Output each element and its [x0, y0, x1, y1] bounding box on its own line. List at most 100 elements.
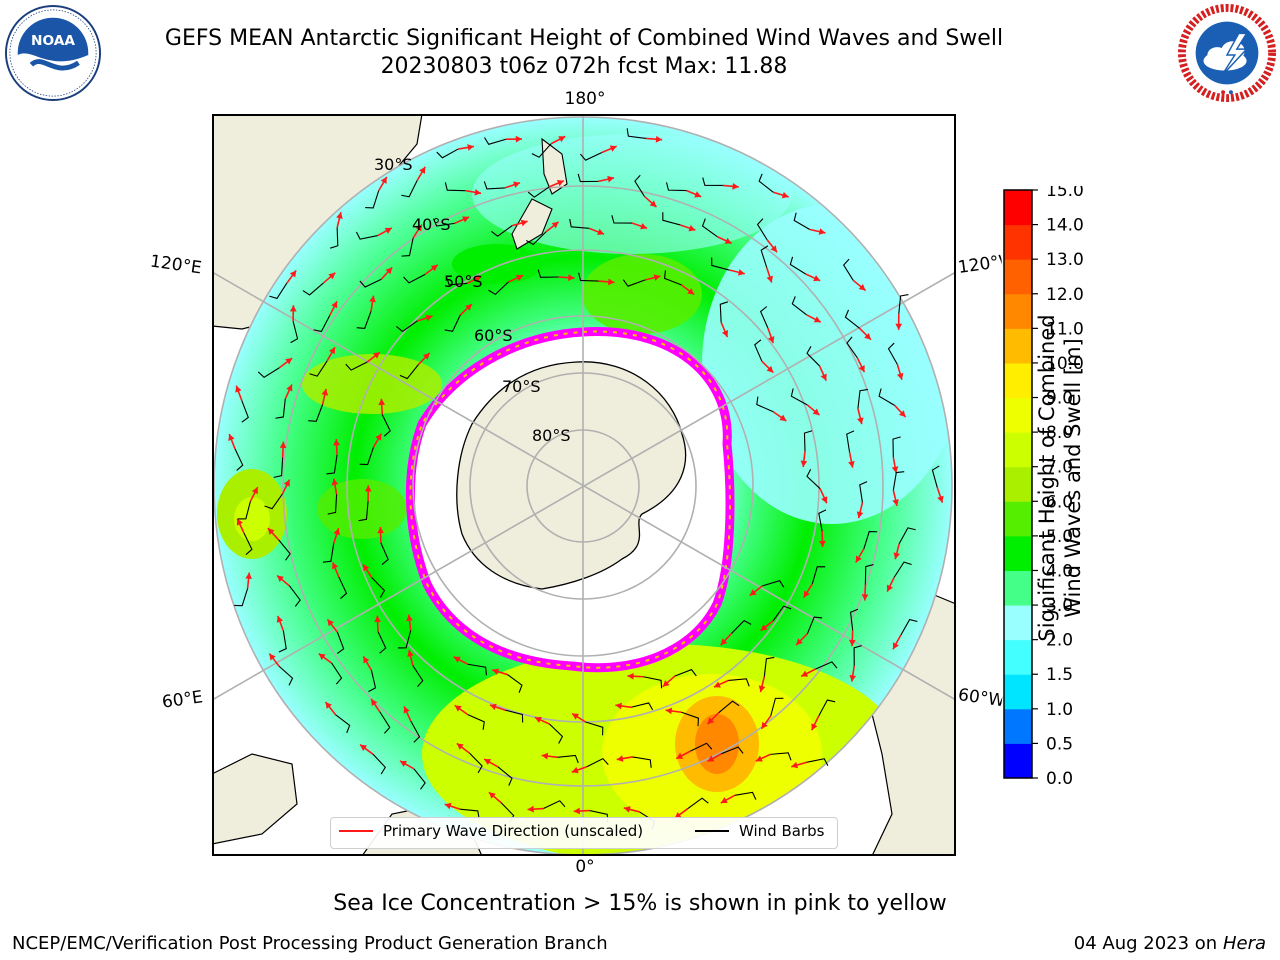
wave-arrowhead: [371, 699, 378, 706]
wave-arrowhead: [488, 792, 496, 799]
wind-barb: [585, 721, 604, 736]
wind-barb: [436, 148, 459, 159]
wave-arrowhead: [527, 805, 534, 813]
wave-arrowhead: [886, 584, 893, 592]
wave-arrowhead: [640, 223, 648, 230]
wind-barb: [381, 414, 391, 437]
wind-barb: [549, 723, 564, 744]
wind-barb: [569, 218, 590, 229]
wave-arrowhead: [430, 264, 438, 272]
wave-arrowhead: [516, 274, 524, 281]
lat-label-40s: 40°S: [412, 215, 451, 234]
wind-barb: [359, 278, 382, 288]
wind-barb: [257, 367, 280, 378]
wind-barb: [507, 674, 523, 693]
wind-barb: [846, 336, 858, 359]
wave-arrowhead: [937, 495, 944, 503]
colorbar-segment: [1004, 743, 1032, 779]
wave-arrowhead: [453, 656, 461, 663]
wave-arrowhead: [893, 642, 899, 650]
wind-barb: [322, 543, 335, 563]
wind-barb: [711, 257, 730, 271]
wave-arrowhead: [328, 272, 336, 280]
wind-barb: [626, 128, 647, 139]
wind-barb: [634, 174, 645, 197]
wave-arrowhead: [707, 755, 715, 762]
wave-arrowhead: [713, 681, 721, 688]
wave-arrowhead: [758, 685, 766, 693]
legend-item-barb: Wind Barbs: [695, 822, 824, 840]
wind-barb: [243, 532, 253, 556]
wave-arrowhead: [331, 562, 339, 570]
wind-barb: [401, 237, 414, 257]
colorbar-tick-label: 14.0: [1046, 216, 1084, 236]
wind-barb: [662, 212, 681, 226]
wind-barb: [758, 173, 774, 193]
colorbar-tick-label: 0.5: [1046, 734, 1073, 754]
wave-arrowhead: [375, 433, 382, 441]
wave-arrowhead: [737, 269, 745, 276]
wind-barb: [467, 714, 485, 730]
wave-arrowhead: [245, 572, 252, 580]
wind-barb: [893, 561, 912, 578]
colorbar-tick-label: 15.0: [1046, 186, 1084, 201]
machine-name: Hera: [1222, 933, 1266, 954]
wave-arrowhead: [766, 365, 774, 373]
wind-barb: [793, 212, 811, 230]
wind-barb: [878, 388, 895, 406]
date-stamp: 04 Aug 2023 on Hera: [1074, 933, 1266, 954]
wind-barb: [719, 301, 729, 323]
wind-barb: [398, 630, 412, 649]
wave-arrowhead: [896, 372, 904, 380]
lat-label-30s: 30°S: [374, 155, 413, 174]
colorbar-tick-label: 5.0: [1046, 527, 1073, 547]
wave-arrowhead: [333, 528, 340, 536]
wave-arrowhead: [513, 181, 521, 188]
wave-arrowhead: [289, 305, 297, 312]
wind-barb: [432, 218, 455, 227]
wave-arrowhead: [856, 511, 864, 519]
wave-arrowhead: [372, 352, 380, 359]
wind-barb: [336, 631, 345, 654]
wind-barb: [864, 564, 874, 585]
wind-barb: [790, 388, 808, 406]
wind-barb: [898, 294, 909, 314]
wave-arrowhead: [333, 439, 340, 446]
lon-label-0: 0°: [575, 857, 595, 877]
wind-barb: [278, 630, 287, 653]
wave-arrowhead: [801, 670, 809, 677]
wind-barb: [444, 182, 466, 192]
wave-arrowhead: [465, 304, 472, 311]
wave-arrowhead: [279, 441, 287, 449]
wave-arrowhead: [363, 564, 370, 572]
legend-wave-label: Primary Wave Direction (unscaled): [383, 822, 644, 840]
wind-barb: [308, 404, 324, 422]
wind-barb: [622, 279, 646, 287]
wave-arrowhead: [597, 228, 605, 236]
wave-arrowhead: [444, 802, 452, 810]
wind-barb: [543, 800, 566, 810]
wind-barb: [410, 720, 421, 743]
wave-arrowhead: [821, 496, 828, 504]
wind-barb: [403, 273, 426, 284]
colorbar-segment: [1004, 639, 1032, 675]
wave-arrowhead: [855, 555, 862, 563]
wind-barb: [632, 756, 652, 768]
date-text: 04 Aug 2023 on: [1073, 933, 1218, 954]
wave-arrowhead: [454, 705, 462, 712]
colorbar-segment: [1004, 674, 1032, 710]
wave-arrowhead: [407, 650, 414, 657]
wave-arrowhead: [572, 713, 580, 720]
wind-barb: [264, 493, 283, 510]
wind-barb: [444, 314, 461, 332]
wind-barb: [237, 501, 251, 520]
colorbar-segment: [1004, 535, 1032, 571]
wind-barb: [467, 663, 487, 676]
wave-arrowhead: [325, 701, 332, 709]
wave-arrowhead: [676, 752, 684, 759]
wave-arrowhead: [674, 811, 682, 819]
wind-barb: [853, 645, 862, 666]
wind-barb: [728, 678, 750, 687]
wave-arrowhead: [289, 270, 297, 278]
wind-barb: [557, 754, 579, 764]
